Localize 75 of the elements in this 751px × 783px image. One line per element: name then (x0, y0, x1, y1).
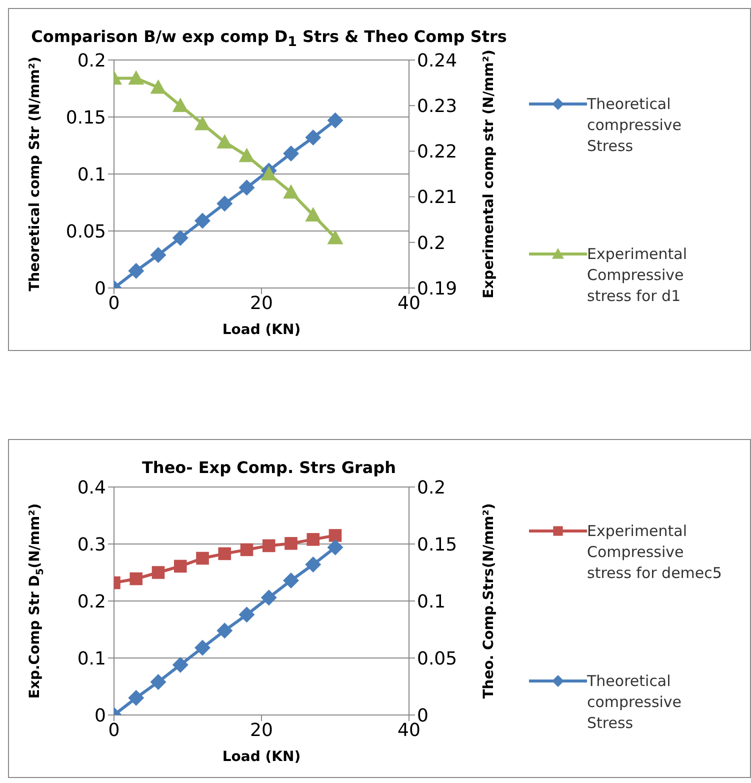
y2-tick-label: 0.24 (417, 50, 458, 72)
point (174, 560, 187, 573)
y-tick-label: 0.3 (77, 534, 106, 556)
y2-tick-label: 0.21 (417, 187, 458, 208)
point (305, 207, 322, 222)
point (238, 180, 255, 196)
y-tick-label: 0 (94, 278, 106, 300)
point (130, 572, 143, 586)
x-axis-title: Load (KN) (222, 322, 301, 338)
point (305, 130, 322, 146)
point (218, 547, 232, 560)
point (152, 566, 165, 580)
y-tick-label: 0.15 (66, 108, 106, 129)
y2-tick-label: 0.23 (417, 96, 458, 118)
point (283, 572, 299, 589)
y-tick-label: 0.1 (77, 164, 106, 186)
point (216, 622, 233, 639)
point (328, 529, 342, 542)
y-tick-label: 0.4 (77, 478, 106, 499)
point (216, 134, 233, 149)
point (128, 70, 144, 85)
point (150, 80, 166, 94)
point (194, 212, 210, 229)
point (172, 98, 188, 112)
y2-tick-label: 0.1 (417, 592, 446, 613)
y-tick-label: 0.05 (66, 222, 106, 243)
point (194, 116, 210, 130)
y2-axis-title: Experimental comp str (N/mm²) (480, 50, 497, 299)
point (305, 556, 322, 573)
point (327, 112, 344, 129)
y2-tick-label: 0.2 (417, 232, 446, 254)
point (283, 146, 299, 162)
y2-tick-label: 0.05 (417, 648, 458, 670)
point (216, 196, 233, 212)
y2-axis-title: Theo. Comp.Strs(N/mm²) (480, 503, 497, 699)
legend-label: Experimental Compressive stress for demec5 (587, 520, 723, 584)
x-tick-label: 20 (250, 720, 273, 741)
y-tick-label: 0.1 (77, 648, 106, 670)
point (150, 247, 166, 264)
point (327, 230, 344, 244)
legend-label: Experimental Compressive stress for d1 (587, 244, 688, 307)
point (194, 640, 210, 656)
y2-tick-label: 0.2 (417, 478, 446, 499)
point (327, 540, 344, 556)
x-tick-label: 40 (398, 292, 420, 314)
point (238, 606, 255, 623)
point (238, 148, 255, 162)
chart-title: Theo- Exp Comp. Strs Graph (141, 457, 397, 478)
y-tick-label: 0 (94, 706, 106, 727)
x-tick-label: 0 (108, 720, 120, 741)
y-tick-label: 0.2 (77, 592, 106, 613)
point (260, 166, 277, 181)
point (284, 537, 298, 550)
y-tick-label: 0.2 (77, 50, 106, 72)
point (172, 230, 188, 246)
x-tick-label: 0 (108, 292, 120, 314)
legend-label: Theoretical compressive Stress (587, 94, 683, 157)
y-axis-title: Theoretical comp Str (N/mm²) (26, 56, 43, 292)
point (260, 590, 277, 606)
point (262, 539, 276, 552)
point (283, 184, 299, 199)
point (240, 543, 254, 556)
point (306, 533, 320, 546)
chart-title: Comparison B/w exp comp D$_{1}$ Strs & Theo Comp Strs (30, 26, 508, 50)
x-tick-label: 20 (250, 292, 273, 314)
y2-tick-label: 0.15 (417, 534, 458, 556)
point (128, 690, 144, 706)
y2-tick-label: 0.22 (417, 142, 458, 163)
point (172, 657, 188, 674)
x-tick-label: 40 (398, 720, 420, 741)
point (150, 674, 166, 690)
legend-label: Theoretical compressive Stress (587, 670, 683, 734)
point (128, 263, 144, 280)
point (196, 552, 209, 565)
x-axis-title: Load (KN) (222, 749, 301, 766)
